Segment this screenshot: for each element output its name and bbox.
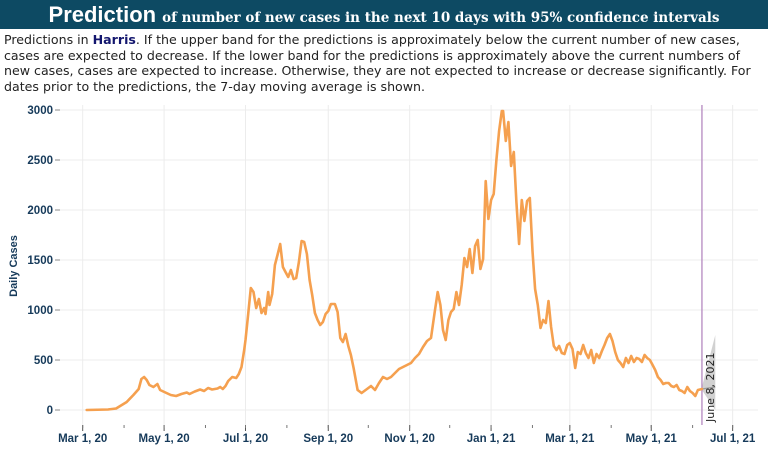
y-tick-label: 3000	[27, 105, 53, 117]
x-tick-label: Sep 1, 20	[303, 433, 353, 445]
prediction-band	[701, 335, 716, 410]
prediction-band-group: June 8, 2021	[701, 105, 717, 425]
x-tick-label: Mar 1, 20	[58, 433, 107, 445]
x-tick-label: Jul 1, 21	[710, 433, 756, 445]
x-tick-label: Jan 1, 21	[467, 433, 516, 445]
plot-area	[60, 105, 758, 425]
prediction-date-label: June 8, 2021	[704, 353, 717, 423]
axes: 0 500 1000 1500 2000 2500 3000 Mar 1, 20 May 1, …	[27, 105, 756, 445]
county-name: Harris	[92, 32, 136, 47]
x-tick-label: Jul 1, 20	[223, 433, 268, 445]
description-suffix: . If the upper band for the predictions …	[4, 32, 751, 94]
y-tick-label: 500	[34, 355, 53, 367]
y-tick-label: 1000	[27, 305, 53, 317]
title-subtitle: of number of new cases in the next 10 da…	[162, 10, 720, 26]
series-group	[85, 109, 704, 412]
y-tick-label: 1500	[27, 255, 53, 267]
y-tick-label: 2000	[27, 205, 53, 217]
prediction-median-line	[701, 386, 716, 390]
title-bar: Prediction of number of new cases in the…	[0, 0, 768, 29]
series-line-daily-cases	[85, 109, 704, 412]
grid	[60, 105, 758, 425]
x-tick-label: Nov 1, 20	[384, 433, 435, 445]
x-tick-label: May 1, 21	[626, 433, 678, 445]
title-main: Prediction	[48, 2, 157, 27]
description-prefix: Predictions in	[4, 32, 93, 47]
description: Predictions in Harris. If the upper band…	[4, 32, 762, 94]
x-tick-label: Mar 1, 21	[545, 433, 595, 445]
y-tick-label: 0	[47, 405, 53, 417]
y-axis-label: Daily Cases	[8, 235, 20, 297]
y-tick-label: 2500	[27, 155, 53, 167]
x-tick-label: May 1, 20	[139, 433, 190, 445]
